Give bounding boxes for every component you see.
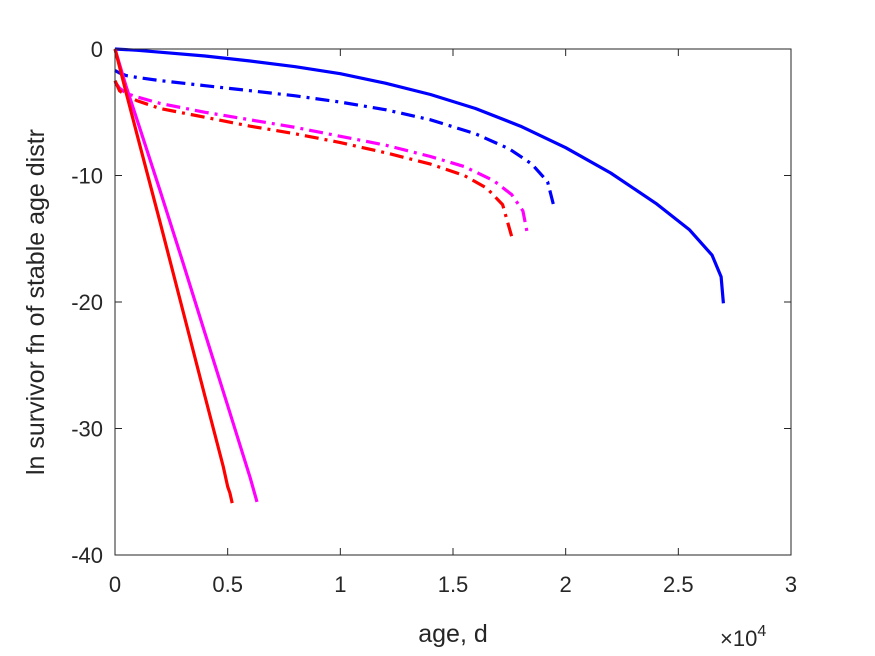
y-tick-label: -10: [71, 164, 103, 189]
x-tick-label: 0.5: [212, 572, 243, 597]
series-line-4: [113, 79, 514, 237]
x-tick-label: 2.5: [663, 572, 694, 597]
series-line-5: [113, 48, 259, 503]
x-exponent-base: ×10: [720, 626, 757, 651]
x-tick-label: 2: [560, 572, 572, 597]
x-tick-label: 3: [785, 572, 797, 597]
x-axis-label: age, d: [418, 620, 488, 648]
ticks-layer: 0 0.5 1 1.5 2 2.5 3 0 -10 -20 -30 -40: [71, 37, 797, 597]
y-tick-label: -30: [71, 417, 103, 442]
y-tick-label: -40: [71, 543, 103, 568]
series-line-2: [114, 69, 556, 209]
x-exponent-power: 4: [757, 623, 766, 640]
x-tick-label: 0: [109, 572, 121, 597]
plot-area: [115, 49, 791, 555]
series-line-3: [113, 80, 529, 235]
y-axis-label: ln survivor fn of stable age distr: [22, 129, 50, 475]
series-layer: [113, 47, 725, 504]
series-line-6: [113, 48, 234, 504]
axes-box: [114, 48, 792, 556]
x-exponent-label: ×104: [720, 623, 766, 651]
x-tick-label: 1: [334, 572, 346, 597]
y-tick-label: 0: [91, 37, 103, 62]
x-tick-label: 1.5: [438, 572, 469, 597]
y-tick-label: -20: [71, 290, 103, 315]
series-line-1: [114, 47, 725, 304]
